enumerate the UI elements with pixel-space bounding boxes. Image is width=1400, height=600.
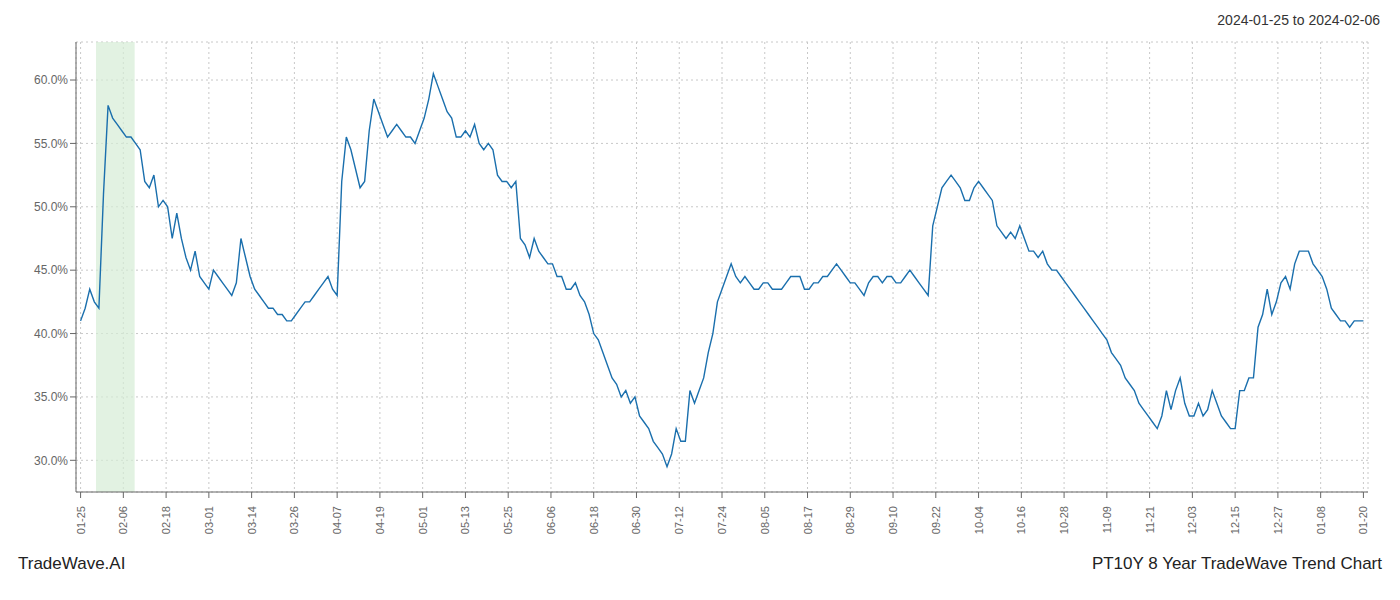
svg-text:35.0%: 35.0% (34, 390, 68, 404)
svg-text:03-26: 03-26 (288, 506, 300, 534)
svg-text:05-01: 05-01 (417, 506, 429, 534)
html-text:PT10Y 8 Year TradeWave Trend C: PT10Y 8 Year TradeWave Trend Chart (1091, 554, 1382, 573)
svg-text:11-09: 11-09 (1101, 506, 1113, 533)
svg-text:12-27: 12-27 (1272, 506, 1284, 534)
svg-text:03-14: 03-14 (246, 506, 258, 534)
svg-text:10-16: 10-16 (1015, 506, 1027, 534)
svg-text:12-03: 12-03 (1186, 506, 1198, 534)
svg-text:04-07: 04-07 (331, 506, 343, 534)
svg-text:07-12: 07-12 (673, 506, 685, 534)
svg-text:08-17: 08-17 (802, 506, 814, 534)
svg-text:01-20: 01-20 (1357, 506, 1369, 534)
svg-text:01-08: 01-08 (1315, 506, 1327, 534)
svg-text:30.0%: 30.0% (34, 454, 68, 468)
svg-text:06-18: 06-18 (588, 506, 600, 534)
svg-text:03-01: 03-01 (203, 506, 215, 534)
svg-text:11-21: 11-21 (1144, 506, 1156, 533)
svg-text:60.0%: 60.0% (34, 73, 68, 87)
svg-text:04-19: 04-19 (374, 506, 386, 534)
svg-text:02-18: 02-18 (160, 506, 172, 534)
svg-text:06-06: 06-06 (545, 506, 557, 534)
svg-text:08-05: 08-05 (759, 506, 771, 534)
svg-text:10-28: 10-28 (1058, 506, 1070, 534)
svg-text:09-10: 09-10 (887, 506, 899, 534)
svg-text:10-04: 10-04 (973, 506, 985, 534)
svg-text:09-22: 09-22 (930, 506, 942, 534)
svg-text:12-15: 12-15 (1229, 506, 1241, 534)
svg-text:05-13: 05-13 (459, 506, 471, 534)
svg-text:08-29: 08-29 (844, 506, 856, 534)
svg-text:55.0%: 55.0% (34, 137, 68, 151)
svg-text:50.0%: 50.0% (34, 200, 68, 214)
html-text:TradeWave.AI: TradeWave.AI (18, 554, 126, 573)
svg-text:06-30: 06-30 (630, 506, 642, 534)
svg-text:05-25: 05-25 (502, 506, 514, 534)
svg-text:07-24: 07-24 (716, 506, 728, 534)
html-text:2024-01-25 to 2024-02-06: 2024-01-25 to 2024-02-06 (1217, 12, 1380, 28)
svg-text:02-06: 02-06 (117, 506, 129, 534)
svg-text:45.0%: 45.0% (34, 263, 68, 277)
svg-text:40.0%: 40.0% (34, 327, 68, 341)
svg-text:01-25: 01-25 (75, 506, 87, 534)
